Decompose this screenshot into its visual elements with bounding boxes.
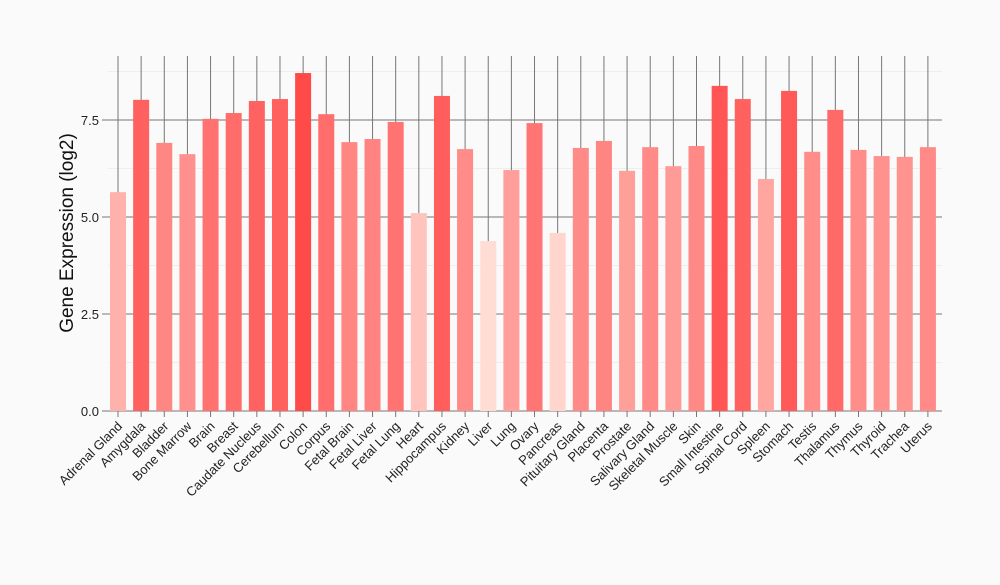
bar-small-intestine xyxy=(711,85,728,411)
bar-fetal-brain xyxy=(341,142,358,411)
bar-caudate-nucleus xyxy=(248,100,265,411)
bar-hippocampus xyxy=(433,95,450,411)
y-tick-label: 0.0 xyxy=(81,404,99,419)
bar-testis xyxy=(804,151,821,412)
bar-adrenal-gland xyxy=(110,192,126,411)
bar-fetal-lung xyxy=(387,121,404,411)
bar-salivary-gland xyxy=(642,147,659,411)
x-tick-label: Liver xyxy=(465,418,496,449)
bar-liver xyxy=(480,241,497,411)
bar-colon xyxy=(295,73,312,411)
bar-stomach xyxy=(781,90,798,412)
bar-trachea xyxy=(896,156,913,411)
bar-prostate xyxy=(619,170,636,411)
bar-fetal-liver xyxy=(364,139,381,411)
bar-spinal-cord xyxy=(734,99,751,411)
bar-skeletal-muscle xyxy=(665,166,682,411)
bar-kidney xyxy=(457,149,474,411)
bar-thalamus xyxy=(827,109,844,412)
bar-placenta xyxy=(595,140,612,411)
bar-brain xyxy=(202,118,219,411)
bar-bladder xyxy=(156,142,173,411)
bar-pancreas xyxy=(549,232,566,411)
y-tick-label: 2.5 xyxy=(81,307,99,322)
y-axis-label: Gene Expression (log2) xyxy=(57,133,78,333)
bar-spleen xyxy=(757,178,774,411)
bar-pituitary-gland xyxy=(572,147,589,411)
bar-breast xyxy=(225,113,242,412)
bar-amygdala xyxy=(133,99,150,411)
bar-lung xyxy=(503,170,520,411)
bar-ovary xyxy=(526,123,543,411)
y-tick-label: 5.0 xyxy=(81,210,99,225)
y-tick-label: 7.5 xyxy=(81,113,99,128)
bar-heart xyxy=(410,213,427,411)
bar-uterus xyxy=(919,147,936,411)
bar-thyroid xyxy=(873,156,890,411)
bar-skin xyxy=(688,145,705,411)
bar-corpus xyxy=(318,114,335,412)
bar-bone-marrow xyxy=(179,154,196,412)
bar-thymus xyxy=(850,149,867,411)
bar-cerebellum xyxy=(271,99,288,411)
